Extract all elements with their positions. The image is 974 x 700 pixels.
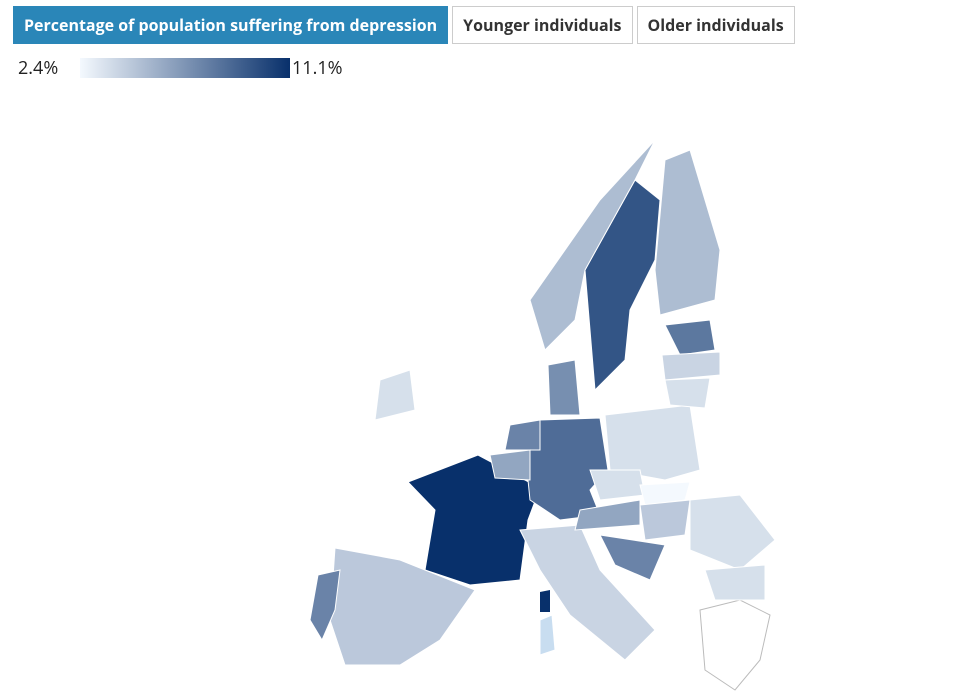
sardinia (539, 614, 556, 656)
region[interactable] (374, 369, 416, 421)
legend-max: 11.1% (292, 56, 343, 80)
region[interactable] (309, 569, 341, 642)
region[interactable] (547, 359, 581, 416)
region[interactable] (504, 419, 541, 451)
greece-outline (699, 599, 771, 691)
tab[interactable]: Older individuals (636, 6, 795, 44)
region[interactable] (529, 139, 656, 351)
region[interactable] (329, 547, 476, 666)
region[interactable] (599, 534, 666, 581)
corsica (540, 590, 550, 612)
region[interactable] (664, 377, 711, 409)
tab[interactable]: Percentage of population suffering from … (13, 6, 449, 44)
region[interactable] (489, 449, 531, 481)
region[interactable] (604, 404, 701, 481)
region[interactable] (519, 524, 656, 661)
region[interactable] (704, 564, 766, 601)
region[interactable] (589, 469, 646, 501)
region[interactable] (574, 499, 641, 531)
tabs: Percentage of population suffering from … (13, 6, 795, 44)
region[interactable] (661, 351, 721, 381)
region[interactable] (639, 499, 691, 541)
tab[interactable]: Younger individuals (452, 6, 633, 44)
region[interactable] (584, 179, 661, 392)
region[interactable] (664, 319, 716, 356)
legend-min: 2.4% (18, 56, 59, 80)
region[interactable] (689, 494, 776, 571)
region[interactable] (654, 149, 721, 316)
legend-gradient (80, 58, 290, 78)
